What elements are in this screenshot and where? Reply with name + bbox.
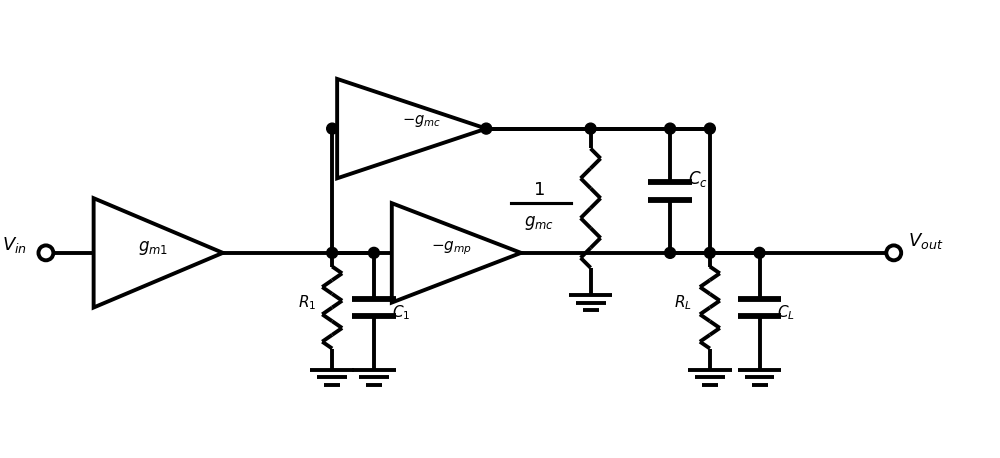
Circle shape	[754, 247, 765, 258]
Text: $-g_{mc}$: $-g_{mc}$	[402, 113, 441, 129]
Circle shape	[38, 245, 53, 260]
Text: $C_c$: $C_c$	[688, 169, 708, 189]
Circle shape	[585, 123, 596, 134]
Circle shape	[886, 245, 901, 260]
Text: $C_1$: $C_1$	[392, 303, 410, 322]
Circle shape	[327, 123, 338, 134]
Text: $-g_{mp}$: $-g_{mp}$	[431, 239, 472, 256]
Text: $g_{mc}$: $g_{mc}$	[524, 214, 554, 232]
Text: $g_{m1}$: $g_{m1}$	[138, 239, 168, 257]
Text: $R_L$: $R_L$	[674, 293, 692, 312]
Text: $V_{in}$: $V_{in}$	[2, 235, 27, 255]
Circle shape	[665, 247, 676, 258]
Circle shape	[665, 123, 676, 134]
Text: $C_L$: $C_L$	[777, 303, 795, 322]
Circle shape	[704, 247, 715, 258]
Text: $1$: $1$	[533, 181, 545, 199]
Circle shape	[368, 247, 379, 258]
Circle shape	[481, 123, 492, 134]
Circle shape	[327, 247, 338, 258]
Text: $V_{out}$: $V_{out}$	[908, 231, 943, 251]
Text: $R_1$: $R_1$	[298, 293, 316, 312]
Circle shape	[704, 123, 715, 134]
